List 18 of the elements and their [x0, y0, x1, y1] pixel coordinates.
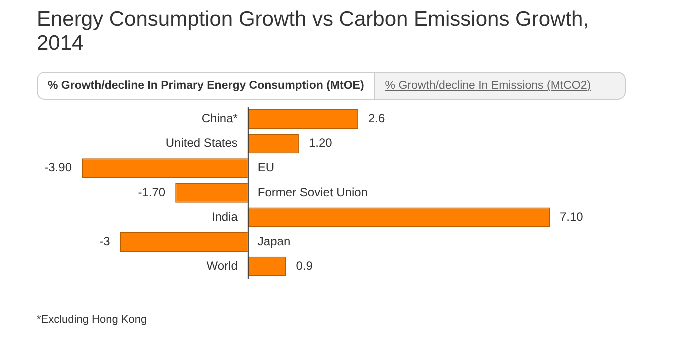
- y-tick-label: World: [206, 259, 238, 274]
- data-label: 1.20: [308, 136, 333, 150]
- y-tick-label: Former Soviet Union: [258, 185, 368, 200]
- data-label: 0.9: [296, 259, 314, 274]
- y-tick-label: United States: [166, 136, 238, 150]
- chart-subtitle: % Growth/decline In Primary Energy Consumption (MtOE): [38, 73, 376, 99]
- data-label: -3: [100, 234, 111, 248]
- chart-title: Energy Consumption Growth vs Carbon Emissions Growth, 2014: [37, 8, 590, 56]
- y-tick-label: EU: [258, 160, 275, 175]
- data-label: -3.90: [44, 160, 72, 175]
- text: *Excluding Hong Kong: [37, 314, 148, 326]
- y-tick-label: China*: [202, 112, 238, 126]
- text: % Growth/decline In Emissions (MtCO2): [384, 79, 592, 94]
- y-tick-label: India: [212, 210, 238, 224]
- data-label: 2.6: [368, 112, 386, 126]
- data-label: -1.70: [138, 185, 166, 200]
- data-label: 7.10: [560, 210, 584, 224]
- y-tick-label: Japan: [258, 234, 291, 248]
